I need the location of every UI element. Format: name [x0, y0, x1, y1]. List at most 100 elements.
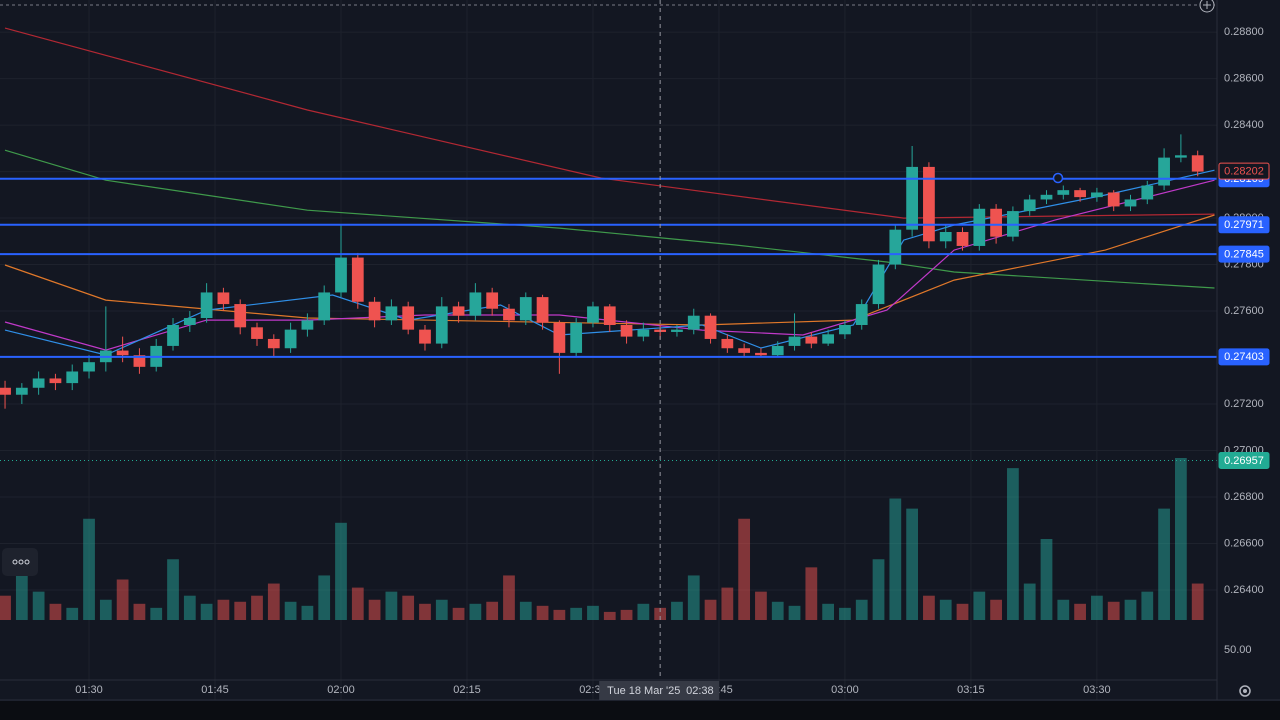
candle-body — [452, 306, 465, 316]
volume-bar — [284, 601, 297, 620]
volume-bar — [687, 575, 700, 620]
candle-body — [805, 336, 818, 344]
candle-body — [771, 345, 784, 356]
volume-bar — [536, 605, 549, 620]
price-label-box — [1218, 216, 1270, 234]
candle-body — [1040, 194, 1053, 200]
candle-body — [267, 338, 280, 349]
x-tick-label: 01:30 — [75, 684, 103, 696]
candle-body — [133, 355, 146, 367]
volume-bar — [704, 599, 717, 620]
volume-bar — [805, 567, 818, 620]
candle-body — [536, 297, 549, 323]
volume-bar — [452, 607, 465, 620]
volume-bar — [200, 603, 213, 620]
volume-bar — [335, 522, 347, 620]
candle-body — [822, 334, 835, 344]
candle-body — [284, 329, 297, 349]
candle-body — [116, 350, 129, 356]
volume-bar — [351, 587, 364, 620]
candle-body — [990, 208, 1002, 237]
price-label: 0.27845 — [1224, 248, 1264, 260]
volume-bar — [267, 583, 280, 620]
volume-bar — [1057, 599, 1070, 620]
volume-bar — [368, 599, 381, 620]
candle-body — [687, 315, 700, 330]
candle-body — [1074, 190, 1086, 198]
candle-body — [519, 297, 532, 321]
candle-body — [923, 166, 935, 242]
price-label-box — [1218, 245, 1270, 263]
volume-bar — [116, 579, 129, 620]
x-tick-label: 03:00 — [831, 684, 859, 696]
y-tick-label: 0.28600 — [1224, 72, 1264, 84]
volume-bar — [385, 591, 398, 620]
volume-bar — [1107, 601, 1120, 620]
volume-bar — [755, 591, 767, 620]
volume-bar — [671, 601, 683, 620]
volume-bar — [1158, 508, 1170, 620]
volume-bar — [167, 559, 179, 620]
y-tick-label: 0.28400 — [1224, 119, 1264, 131]
candle-body — [1057, 190, 1070, 195]
candle-body — [906, 166, 918, 230]
volume-bar — [234, 601, 247, 620]
candle-body — [351, 257, 364, 302]
settings-button[interactable] — [1239, 685, 1251, 697]
candle-body — [738, 348, 751, 353]
candle-body — [889, 229, 902, 265]
volume-bar — [15, 569, 28, 620]
crosshair-date: Tue 18 Mar '25 — [607, 685, 680, 697]
candle-body — [15, 387, 28, 395]
volume-bar — [637, 603, 650, 620]
crosshair-label-box — [599, 681, 720, 700]
candle-body — [1124, 199, 1137, 207]
line-handle[interactable] — [1052, 172, 1064, 184]
volume-bar — [1141, 591, 1154, 620]
volume-bar — [66, 607, 79, 620]
x-tick-label: 02:15 — [453, 684, 481, 696]
volume-bar — [486, 601, 499, 620]
volume-bar — [553, 609, 566, 620]
volume-bar — [839, 607, 851, 620]
volume-bar — [872, 559, 885, 620]
candle-body — [1158, 157, 1170, 186]
candle-body — [973, 208, 986, 246]
price-label-box — [1218, 452, 1270, 470]
more-button[interactable] — [2, 548, 38, 576]
volume-bar — [1091, 595, 1103, 620]
price-label-box — [1218, 348, 1270, 366]
candle-body — [318, 292, 331, 321]
candle-body — [200, 292, 213, 319]
candle-body — [1091, 192, 1103, 198]
volume-bar — [822, 603, 835, 620]
volume-bar — [435, 599, 448, 620]
volume-bar — [923, 595, 935, 620]
y-tick-label: 0.27200 — [1224, 398, 1264, 410]
add-button[interactable] — [1199, 0, 1215, 13]
volume-bar — [32, 591, 45, 620]
volume-bar — [771, 601, 784, 620]
volume-bar — [788, 605, 801, 620]
volume-bar — [183, 595, 196, 620]
status-bar — [0, 701, 1280, 720]
volume-bar — [150, 607, 163, 620]
candle-body — [956, 232, 969, 246]
candle-body — [671, 329, 683, 332]
volume-bar — [217, 599, 230, 620]
volume-bar — [133, 603, 146, 620]
candle-body — [183, 318, 196, 325]
candle-body — [49, 378, 62, 384]
candle-body — [872, 264, 885, 305]
candle-body — [469, 292, 482, 316]
x-tick-label: 01:45 — [201, 684, 229, 696]
price-label: 0.27403 — [1224, 351, 1264, 363]
candle-body — [66, 371, 79, 384]
volume-bar — [402, 595, 415, 620]
price-label: 0.26957 — [1224, 455, 1264, 467]
indicator-tick-label: 50.00 — [1224, 644, 1252, 656]
candle-body — [167, 324, 179, 346]
volume-bar — [99, 599, 112, 620]
